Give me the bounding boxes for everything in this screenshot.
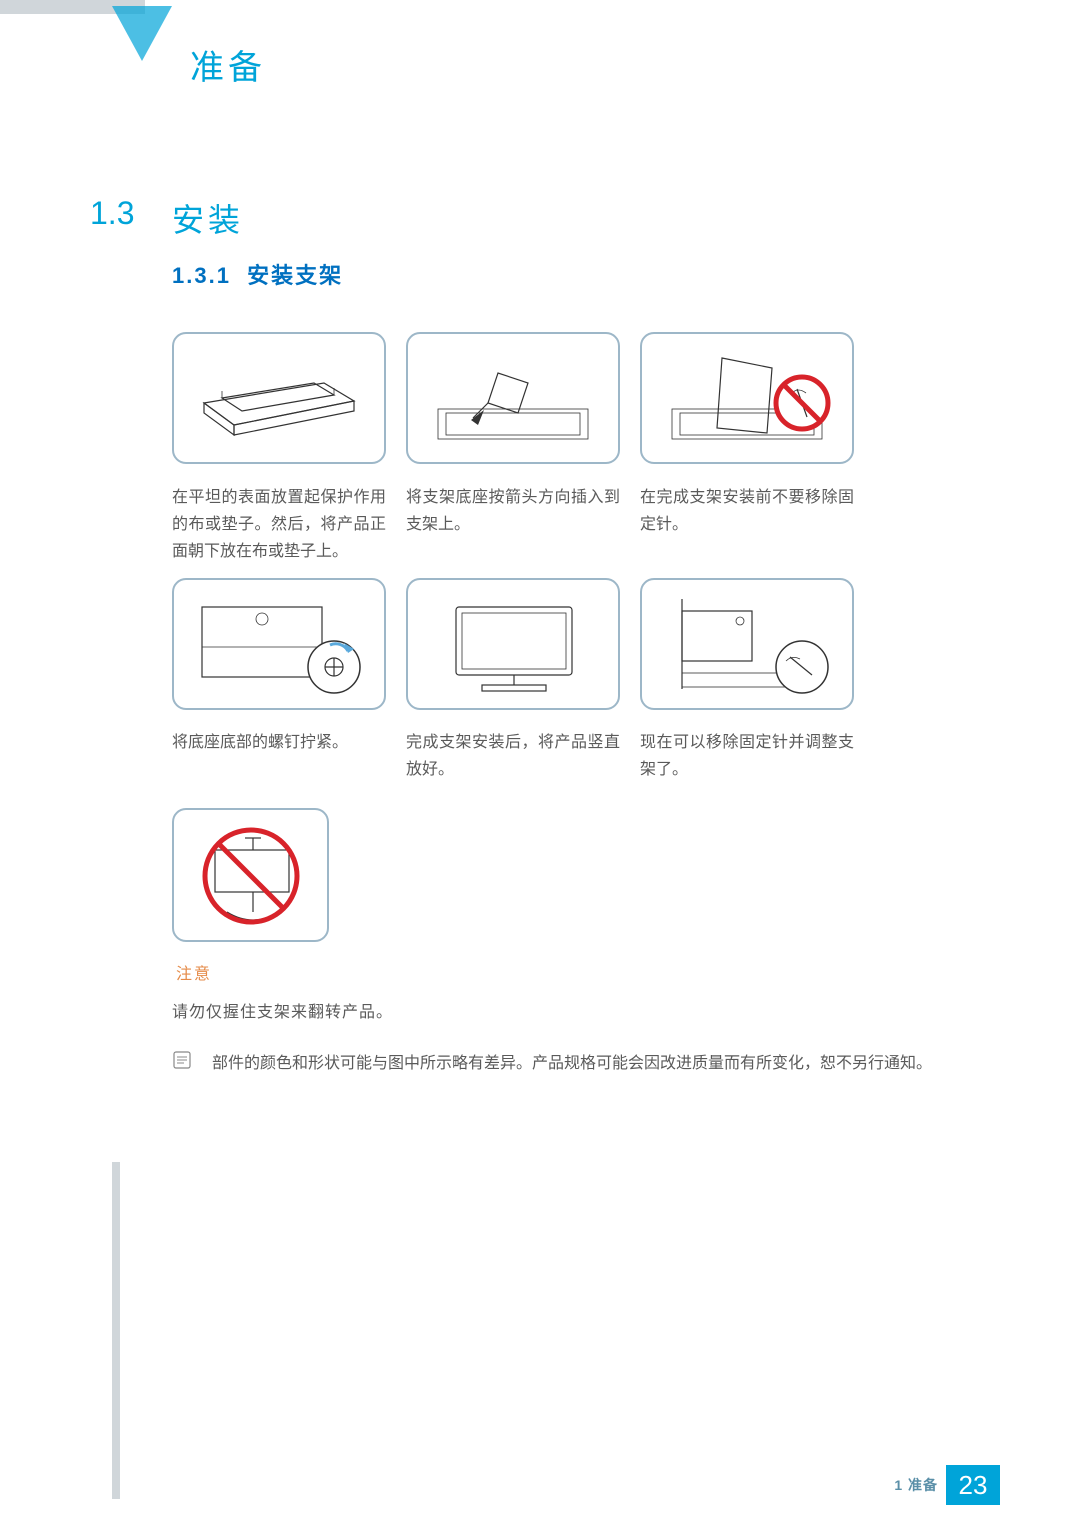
caption-step-3: 在完成支架安装前不要移除固定针。 [640,484,854,566]
caption-step-6: 现在可以移除固定针并调整支架了。 [640,729,854,783]
figure-caution [172,808,329,942]
note-icon [172,1050,192,1070]
subsection-title: 安装支架 [247,263,343,288]
caption-step-4: 将底座底部的螺钉拧紧。 [172,729,386,783]
subsection-heading: 1.3.1 安装支架 [172,258,343,290]
section-number: 1.3 [90,195,134,232]
figure-step-2 [406,332,620,464]
subsection-number: 1.3.1 [172,263,231,288]
note-text: 部件的颜色和形状可能与图中所示略有差异。产品规格可能会因改进质量而有所变化，恕不… [212,1050,932,1077]
figure-step-4 [172,578,386,710]
caption-step-5: 完成支架安装后，将产品竖直放好。 [406,729,620,783]
page-number: 23 [946,1465,1000,1505]
caption-step-2: 将支架底座按箭头方向插入到支架上。 [406,484,620,566]
caution-text: 请勿仅握住支架来翻转产品。 [172,998,393,1022]
figure-step-3 [640,332,854,464]
chapter-title: 准备 [190,40,266,89]
caution-label: 注意 [176,960,212,984]
footer-chapter: 1 准备 [894,1475,938,1495]
figure-step-5 [406,578,620,710]
section-title: 安装 [172,195,244,241]
figure-step-6 [640,578,854,710]
figure-step-1 [172,332,386,464]
caption-step-1: 在平坦的表面放置起保护作用的布或垫子。然后，将产品正面朝下放在布或垫子上。 [172,484,386,566]
